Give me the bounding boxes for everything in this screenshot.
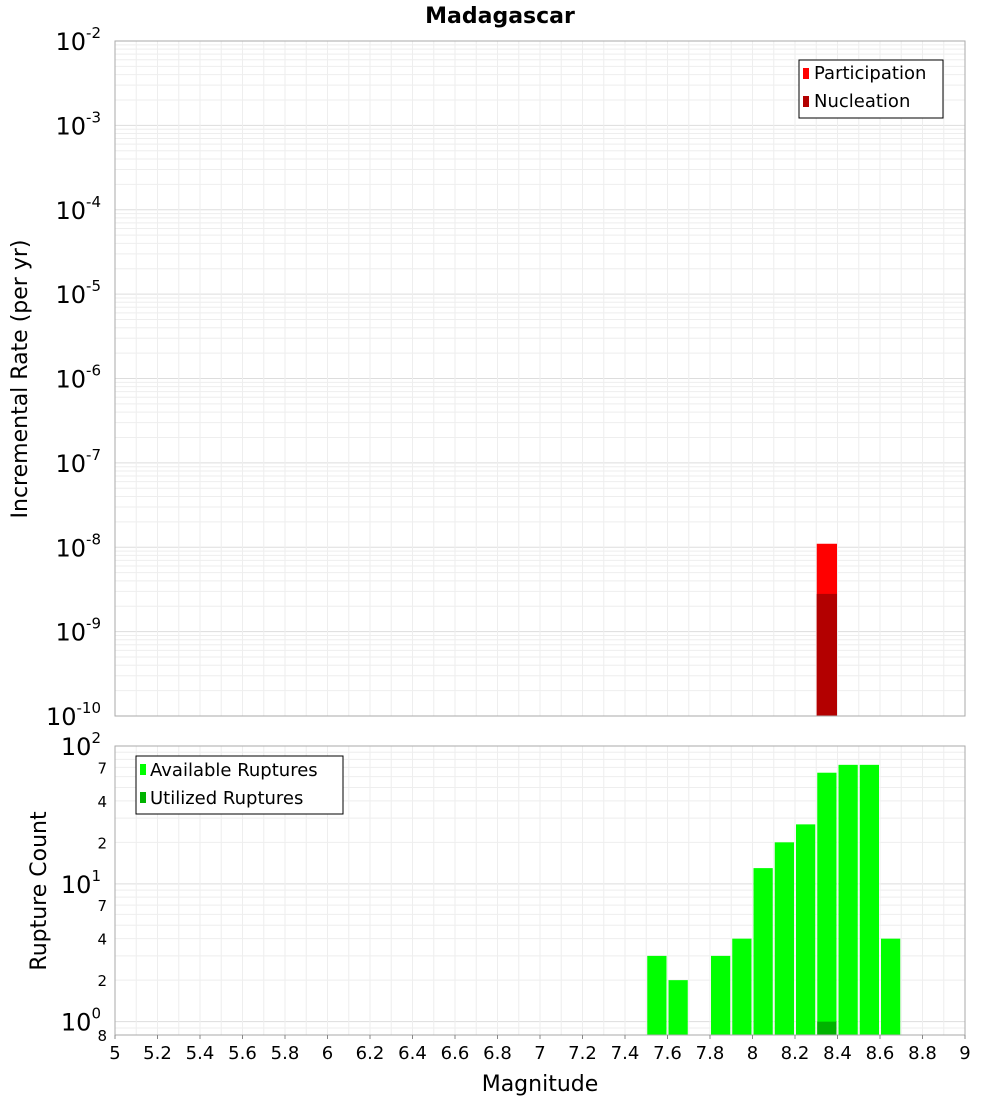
bar-available-ruptures: [732, 938, 752, 1035]
bottom-y-tick-label: 102: [61, 729, 101, 761]
bar-available-ruptures: [838, 764, 858, 1035]
chart-title: Madagascar: [425, 4, 575, 29]
bar-available-ruptures: [753, 868, 773, 1035]
bar-utilized-ruptures: [817, 1021, 837, 1035]
top-plot-area: [114, 40, 966, 717]
x-tick-label: 5.4: [186, 1043, 215, 1064]
top-y-tick-label: 10-5: [55, 277, 101, 309]
bar-available-ruptures: [668, 980, 688, 1035]
x-tick-label: 6.2: [356, 1043, 385, 1064]
x-tick-label: 8.2: [781, 1043, 810, 1064]
top-plot-bars: [816, 543, 837, 716]
top-y-ticks: 10-2 10-3 10-4 10-5 10-6 10-7 10-8 10-9 10-10: [46, 24, 101, 731]
bottom-y-tick-label: 7: [97, 759, 107, 777]
bar-available-ruptures: [647, 955, 667, 1035]
legend-label-participation: Participation: [814, 63, 926, 84]
top-y-tick-label: 10-9: [55, 615, 101, 647]
bottom-legend: Available Ruptures Utilized Ruptures: [135, 755, 344, 815]
x-tick-label: 7: [534, 1043, 545, 1064]
legend-label-utilized: Utilized Ruptures: [150, 788, 303, 809]
top-y-axis-label: Incremental Rate (per yr): [8, 240, 33, 519]
x-tick-label: 7.8: [696, 1043, 725, 1064]
x-tick-label: 8: [747, 1043, 758, 1064]
x-ticks: 5 5.2 5.4 5.6 5.8 6 6.2 6.4 6.6 6.8 7 7.2 7.4 7.6 7.8 8…: [109, 1035, 971, 1064]
bar-available-ruptures: [796, 824, 816, 1035]
bottom-y-tick-label: 7: [97, 897, 107, 915]
bottom-y-axis-label: Rupture Count: [27, 811, 52, 971]
bottom-y-tick-label: 4: [97, 793, 107, 811]
x-tick-label: 6.6: [441, 1043, 470, 1064]
legend-swatch-available: [140, 764, 146, 775]
bottom-plot-grid: [114, 746, 966, 1036]
top-y-tick-label: 10-6: [55, 362, 101, 394]
x-tick-label: 8.4: [823, 1043, 852, 1064]
bottom-y-tick-label: 2: [97, 834, 107, 852]
x-tick-label: 6: [322, 1043, 333, 1064]
x-tick-label: 7.2: [568, 1043, 597, 1064]
top-y-tick-label: 10-2: [55, 24, 101, 56]
top-y-tick-label: 10-7: [55, 446, 101, 478]
bottom-y-tick-label: 2: [97, 972, 107, 990]
bottom-y-tick-label: 4: [97, 931, 107, 949]
top-y-tick-label: 10-3: [55, 108, 101, 140]
top-plot-grid: [114, 41, 966, 717]
x-tick-label: 7.4: [611, 1043, 640, 1064]
bar-available-ruptures: [817, 772, 837, 1035]
legend-label-available: Available Ruptures: [150, 760, 318, 781]
x-tick-label: 7.6: [653, 1043, 682, 1064]
bar-nucleation: [816, 593, 837, 716]
bottom-y-tick-label: 101: [61, 867, 101, 899]
x-tick-label: 8.8: [908, 1043, 937, 1064]
x-axis-label: Magnitude: [482, 1072, 599, 1097]
x-tick-label: 5.8: [271, 1043, 300, 1064]
bar-available-ruptures: [859, 764, 879, 1035]
x-tick-label: 8.6: [866, 1043, 895, 1064]
bottom-y-tick-label: 8: [97, 1027, 107, 1045]
bottom-y-tick-label: 100: [61, 1005, 101, 1037]
x-tick-label: 5.6: [228, 1043, 257, 1064]
legend-swatch-participation: [803, 68, 809, 79]
bar-available-ruptures: [881, 938, 901, 1035]
bottom-legend-box: [135, 755, 344, 815]
x-tick-label: 5.2: [143, 1043, 172, 1064]
bottom-plot-bars: [647, 764, 901, 1035]
top-legend: Participation Nucleation: [798, 59, 944, 119]
bar-available-ruptures: [774, 842, 794, 1035]
top-y-tick-label: 10-8: [55, 530, 101, 562]
top-legend-box: [798, 59, 944, 119]
top-y-tick-label: 10-10: [46, 699, 101, 731]
bar-available-ruptures: [711, 955, 731, 1035]
x-tick-label: 9: [959, 1043, 970, 1064]
legend-label-nucleation: Nucleation: [814, 91, 910, 112]
x-tick-label: 5: [109, 1043, 120, 1064]
top-y-tick-label: 10-4: [55, 193, 101, 225]
x-tick-label: 6.4: [398, 1043, 427, 1064]
legend-swatch-utilized: [140, 792, 146, 803]
legend-swatch-nucleation: [803, 96, 809, 107]
x-tick-label: 6.8: [483, 1043, 512, 1064]
